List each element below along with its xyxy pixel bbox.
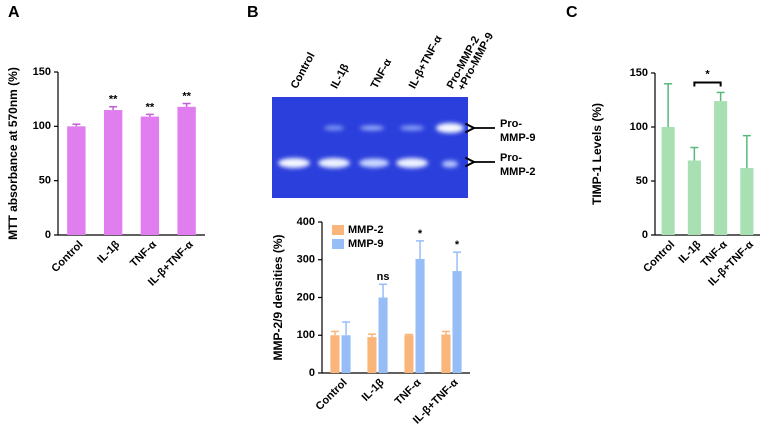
significance: ** (146, 101, 155, 113)
y-tick-label: 200 (297, 291, 315, 303)
y-tick-label: 300 (297, 254, 315, 266)
legend-swatch (332, 225, 344, 235)
error-bar (72, 123, 81, 127)
error-bar (182, 102, 191, 107)
lane-label: IL-1β (329, 62, 352, 91)
y-tick-label: 100 (630, 121, 648, 133)
significance: * (455, 239, 460, 251)
x-tick-label: TNF-α (393, 377, 424, 408)
x-tick-label: Control (641, 239, 677, 275)
x-tick-label: IL-1β (360, 376, 387, 403)
bracket (693, 81, 722, 87)
y-tick-label: 100 (33, 120, 51, 132)
significance: ** (182, 90, 191, 102)
x-tick-label: IL-1β (95, 238, 122, 265)
error-bar (330, 330, 339, 336)
error-bar (453, 251, 462, 272)
y-tick-label: 100 (297, 329, 315, 341)
bar (378, 297, 388, 373)
error-bar (441, 330, 450, 335)
band-label: MMP-9 (500, 132, 535, 144)
bar (661, 127, 675, 235)
bar (441, 334, 451, 373)
bar (740, 168, 754, 235)
y-tick-label: 50 (39, 175, 51, 187)
y-tick-label: 150 (33, 66, 51, 78)
error-bar (742, 134, 751, 169)
error-bar (716, 91, 725, 102)
legend-swatch (332, 239, 344, 249)
error-bar (145, 113, 154, 117)
y-tick-label: 0 (642, 229, 648, 241)
band-label: MMP-2 (500, 166, 535, 178)
error-bar (416, 240, 425, 259)
bar (177, 106, 196, 235)
bar (330, 335, 340, 373)
band-label: Pro- (500, 118, 522, 130)
error-bar (367, 333, 376, 338)
band-label: Pro- (500, 152, 522, 164)
error-bar (404, 333, 413, 336)
lane-label: Control (289, 51, 318, 91)
error-bar (664, 83, 673, 127)
error-bar (342, 321, 351, 336)
bar (103, 110, 123, 235)
y-axis-label: TIMP-1 Levels (%) (590, 103, 604, 205)
significance: * (705, 68, 710, 80)
bar (404, 335, 414, 373)
legend-label: MMP-9 (348, 238, 383, 250)
error-bar (690, 146, 699, 161)
significance: ** (109, 94, 118, 106)
y-axis-label: MTT absorbance at 570nm (%) (6, 67, 20, 240)
y-tick-label: 50 (636, 175, 648, 187)
lane-label: TNF-α (369, 57, 395, 91)
significance: * (418, 228, 423, 240)
y-tick-label: 0 (309, 367, 315, 379)
x-tick-label: TNF-α (128, 239, 159, 270)
bar (67, 126, 86, 235)
bar (714, 101, 728, 235)
x-tick-label: Control (49, 239, 85, 275)
bar (687, 160, 701, 235)
y-axis-label: MMP-2/9 densities (%) (271, 234, 285, 360)
gel-image (272, 97, 468, 198)
y-tick-label: 150 (630, 67, 648, 79)
panel-label: B (247, 4, 259, 21)
y-tick-label: 400 (297, 216, 315, 228)
error-bar (379, 283, 388, 298)
gel-bands (278, 123, 464, 168)
bar (367, 337, 377, 373)
x-tick-label: Control (314, 377, 350, 413)
panel-label: A (8, 4, 20, 21)
error-bar (109, 106, 118, 111)
bar (341, 335, 351, 373)
bar (140, 116, 160, 235)
significance: ns (377, 271, 390, 283)
bar (415, 258, 425, 373)
panel-label: C (566, 4, 578, 21)
y-tick-label: 0 (45, 229, 51, 241)
lane-label: IL-β+TNF-α (407, 33, 445, 90)
bar (452, 271, 462, 373)
legend-label: MMP-2 (348, 224, 383, 236)
